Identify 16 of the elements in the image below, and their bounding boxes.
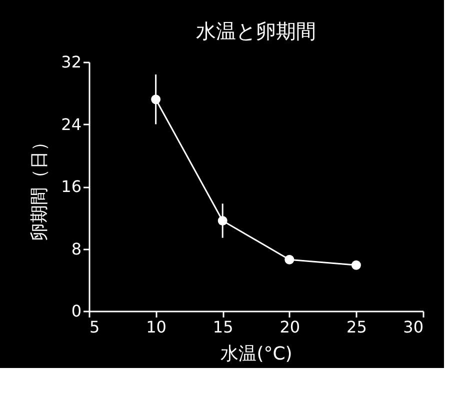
x-tick-label: 25 [346, 318, 367, 336]
point [351, 260, 361, 270]
y-axis-title: 卵期間（日） [29, 133, 50, 241]
point [284, 254, 294, 264]
x-tick-label: 15 [212, 318, 234, 336]
x-tick-label: 30 [403, 318, 424, 336]
y-tick-label: 24 [61, 114, 82, 134]
x-tick-label: 10 [146, 318, 166, 336]
y-tick-label: 32 [61, 52, 82, 72]
x-tick-label: 20 [280, 318, 300, 336]
chart-title: 水温と卵期間 [196, 19, 316, 43]
x-axis-title: 水温(°C) [220, 344, 292, 364]
x-tick-label: 5 [90, 318, 100, 336]
y-tick-label: 16 [61, 177, 82, 196]
y-tick-label: 8 [71, 239, 82, 258]
y-tick-label: 0 [71, 302, 82, 320]
